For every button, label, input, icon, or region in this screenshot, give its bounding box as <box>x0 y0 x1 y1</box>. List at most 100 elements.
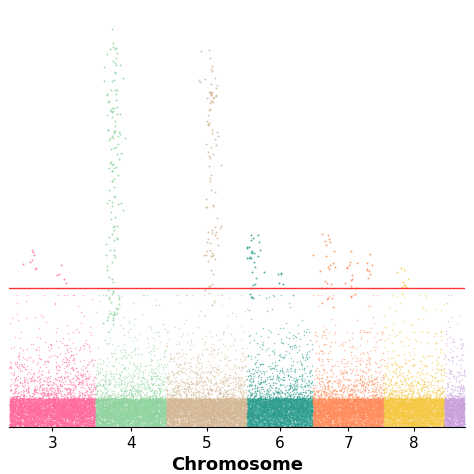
Point <box>313 422 321 429</box>
Point <box>25 410 33 417</box>
Point <box>85 370 93 378</box>
Point <box>349 410 356 417</box>
Point <box>444 397 451 405</box>
Point <box>42 406 50 414</box>
Point <box>295 372 303 379</box>
Point <box>273 395 281 402</box>
Point <box>69 399 76 407</box>
Point <box>154 416 162 424</box>
Point <box>336 395 344 403</box>
Point <box>19 403 27 410</box>
Point <box>264 396 272 404</box>
Point <box>438 421 446 428</box>
Point <box>322 402 330 410</box>
Point <box>48 381 55 389</box>
Point <box>24 401 31 409</box>
Point <box>325 417 333 425</box>
Point <box>347 395 355 403</box>
Point <box>60 391 68 398</box>
Point <box>376 406 383 413</box>
Point <box>73 412 80 420</box>
Point <box>90 416 98 424</box>
Point <box>337 410 345 418</box>
Point <box>165 392 173 399</box>
Point <box>243 398 251 406</box>
Point <box>430 414 438 421</box>
Point <box>371 380 379 387</box>
Point <box>9 395 17 403</box>
Point <box>135 408 143 415</box>
Point <box>290 403 297 411</box>
Point <box>228 402 235 410</box>
Point <box>252 404 259 411</box>
Point <box>431 410 438 418</box>
Point <box>137 411 145 419</box>
Point <box>143 383 150 391</box>
Point <box>127 411 135 419</box>
Point <box>252 390 260 398</box>
Point <box>153 396 161 403</box>
Point <box>270 410 278 418</box>
Point <box>443 417 450 424</box>
Point <box>319 410 326 417</box>
Point <box>94 395 101 403</box>
Point <box>264 395 272 402</box>
Point <box>411 420 419 428</box>
Point <box>273 371 281 378</box>
Point <box>448 417 456 425</box>
Point <box>46 416 54 424</box>
Point <box>102 409 110 416</box>
Point <box>98 390 105 397</box>
Point <box>345 394 353 401</box>
Point <box>32 264 39 272</box>
Point <box>420 420 428 428</box>
Point <box>250 420 258 428</box>
Point <box>390 415 397 423</box>
Point <box>8 314 16 322</box>
Point <box>344 396 351 403</box>
Point <box>429 416 437 423</box>
Point <box>29 411 37 419</box>
Point <box>109 315 116 322</box>
Point <box>440 414 448 421</box>
Point <box>64 410 72 417</box>
Point <box>223 390 231 397</box>
Point <box>374 404 382 412</box>
Point <box>76 388 84 395</box>
Point <box>426 400 434 408</box>
Point <box>111 392 119 400</box>
Point <box>99 422 107 429</box>
Point <box>65 422 73 429</box>
Point <box>153 402 161 410</box>
Point <box>260 402 268 410</box>
Point <box>423 403 431 411</box>
Point <box>389 396 396 404</box>
Point <box>132 344 139 352</box>
Point <box>237 399 245 407</box>
Point <box>264 406 272 413</box>
Point <box>30 386 37 394</box>
Point <box>316 414 323 421</box>
Point <box>170 410 177 417</box>
Point <box>162 414 169 421</box>
Point <box>404 412 412 419</box>
Point <box>60 411 68 419</box>
Point <box>117 414 124 422</box>
Point <box>440 396 447 404</box>
Point <box>380 411 388 419</box>
Point <box>148 407 156 415</box>
Point <box>67 406 74 414</box>
Point <box>448 402 456 410</box>
Point <box>314 400 321 407</box>
Point <box>280 410 288 418</box>
Point <box>277 408 285 415</box>
Point <box>69 395 76 402</box>
Point <box>303 404 311 411</box>
Point <box>445 418 452 426</box>
Point <box>67 420 74 428</box>
Point <box>392 405 400 412</box>
Point <box>449 355 457 362</box>
Point <box>219 396 226 404</box>
Point <box>284 398 292 406</box>
Point <box>121 348 129 356</box>
